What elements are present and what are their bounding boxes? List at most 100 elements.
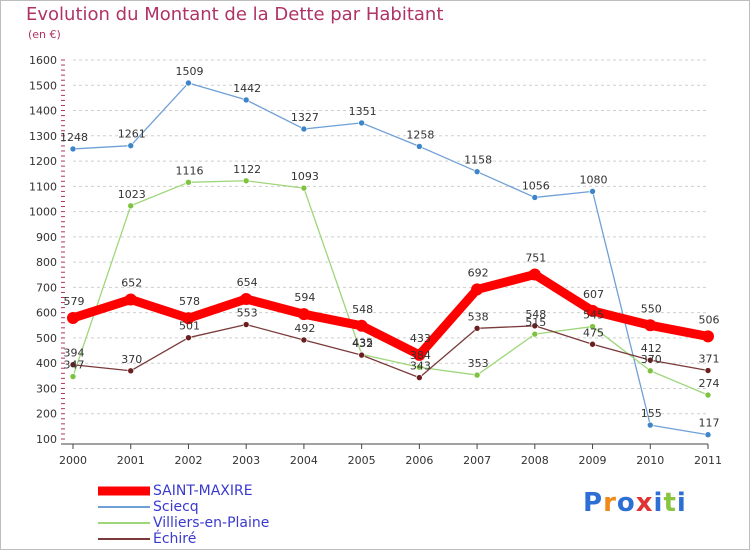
- data-label: 1248: [60, 131, 88, 144]
- data-point: [704, 391, 712, 399]
- y-tick-label: 300: [36, 382, 57, 395]
- data-label: 1093: [291, 170, 319, 183]
- data-label: 654: [237, 276, 258, 289]
- x-tick-label: 2009: [579, 454, 607, 467]
- data-point: [646, 356, 654, 364]
- x-tick-label: 2000: [59, 454, 87, 467]
- y-tick-label: 1200: [29, 155, 57, 168]
- data-point: [185, 334, 192, 341]
- data-label: 1351: [349, 105, 377, 118]
- data-label: 548: [352, 303, 373, 316]
- x-tick-label: 2001: [117, 454, 145, 467]
- data-label: 553: [237, 307, 258, 320]
- data-point: [300, 184, 308, 192]
- data-point: [473, 325, 481, 332]
- y-tick-label: 1000: [29, 206, 57, 219]
- data-label: 353: [468, 357, 489, 370]
- data-label: 1158: [464, 154, 492, 167]
- legend-swatch: [98, 506, 150, 508]
- data-label: 274: [699, 377, 720, 390]
- data-point: [182, 312, 195, 325]
- data-label: 607: [583, 288, 604, 301]
- data-point: [589, 188, 596, 195]
- data-point: [127, 202, 135, 210]
- data-label: 1056: [522, 179, 550, 192]
- series-line: [72, 180, 709, 396]
- logo-letter: t: [663, 488, 677, 518]
- logo-letter: r: [603, 488, 617, 518]
- data-label: 343: [410, 360, 431, 373]
- x-tick-label: 2010: [636, 454, 664, 467]
- data-point: [300, 336, 308, 344]
- data-point: [416, 363, 423, 371]
- y-tick-label: 400: [36, 357, 57, 370]
- data-label: 1442: [233, 82, 261, 95]
- data-label: 1080: [580, 173, 608, 186]
- y-tick-label: 200: [36, 408, 57, 421]
- data-point: [589, 323, 596, 330]
- data-point: [704, 431, 712, 439]
- data-label: 435: [352, 336, 373, 349]
- data-label: 751: [525, 252, 546, 265]
- series-line: [68, 270, 713, 360]
- data-point: [586, 304, 599, 317]
- data-label: 579: [64, 295, 85, 308]
- series-line: [72, 82, 709, 436]
- logo-letter: o: [616, 488, 636, 518]
- data-point: [185, 79, 192, 87]
- data-point: [297, 308, 310, 321]
- y-tick-label: 700: [36, 281, 57, 294]
- data-point: [531, 194, 539, 201]
- y-tick-label: 1300: [29, 130, 57, 143]
- data-point: [416, 374, 423, 381]
- data-point: [69, 145, 77, 153]
- legend-label: Sciecq: [153, 499, 199, 515]
- data-point: [127, 142, 135, 149]
- legend-swatch: [98, 522, 150, 524]
- data-point: [528, 268, 541, 281]
- data-point: [127, 367, 135, 375]
- x-tick-label: 2003: [232, 454, 260, 467]
- logo-letter: i: [676, 488, 687, 518]
- legend-swatch: [98, 486, 150, 496]
- data-point: [646, 421, 654, 429]
- chart-title: Evolution du Montant de la Dette par Hab…: [26, 4, 444, 25]
- data-label: 538: [468, 310, 489, 323]
- data-label: 384: [410, 349, 431, 362]
- data-label: 652: [121, 277, 142, 290]
- data-point: [300, 125, 308, 133]
- data-label: 1023: [118, 188, 146, 201]
- y-tick-label: 1400: [29, 105, 57, 118]
- series-lines: [67, 79, 714, 439]
- data-label: 394: [64, 347, 85, 360]
- x-tick-label: 2008: [521, 454, 549, 467]
- y-tick-label: 900: [36, 231, 57, 244]
- data-point: [240, 293, 253, 306]
- x-tick-label: 2005: [348, 454, 376, 467]
- data-label: 545: [583, 309, 604, 322]
- data-label: 347: [64, 359, 85, 372]
- data-label: 371: [699, 353, 720, 366]
- data-label: 370: [121, 353, 142, 366]
- data-point: [416, 143, 423, 150]
- data-labels: 579 652 578 654 594 548 433 692 751 607 550 506 1248…: [60, 65, 720, 430]
- y-tick-label: 100: [36, 433, 57, 446]
- data-label: 515: [525, 316, 546, 329]
- data-label: 370: [641, 353, 662, 366]
- data-label: 548: [525, 308, 546, 321]
- data-point: [589, 340, 596, 348]
- data-label: 475: [583, 326, 604, 339]
- data-label: 1258: [406, 128, 434, 141]
- data-point: [67, 311, 79, 324]
- series-line: [72, 323, 709, 379]
- y-tick-label: 1100: [29, 180, 57, 193]
- data-point: [124, 293, 137, 306]
- data-point: [413, 348, 426, 361]
- data-point: [473, 371, 481, 379]
- x-tick-label: 2007: [463, 454, 491, 467]
- data-point: [358, 119, 365, 127]
- legend-label: SAINT-MAXIRE: [153, 483, 253, 499]
- data-point: [704, 367, 712, 374]
- legend-label: Villiers-en-Plaine: [153, 515, 270, 531]
- data-point: [69, 361, 77, 369]
